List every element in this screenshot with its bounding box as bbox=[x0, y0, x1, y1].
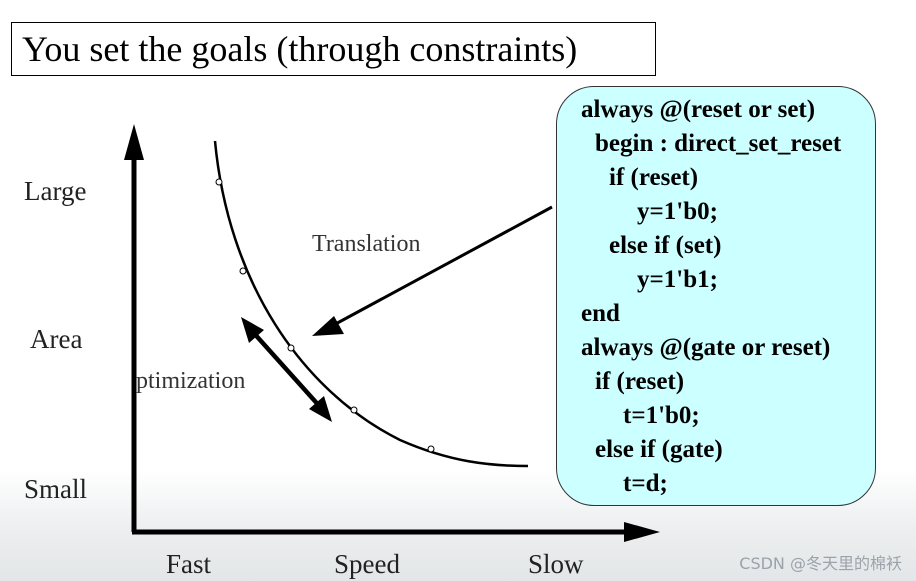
x-axis-arrowhead bbox=[624, 522, 660, 542]
code-line: always @(gate or reset) bbox=[581, 334, 831, 361]
curve-point bbox=[239, 267, 247, 275]
tradeoff-curve bbox=[213, 140, 529, 468]
code-line: begin : direct_set_reset bbox=[595, 130, 842, 157]
optimization-label: ptimization bbox=[136, 368, 245, 394]
code-line: if (reset) bbox=[595, 368, 685, 395]
y-label-large: Large bbox=[24, 176, 86, 206]
x-label-fast: Fast bbox=[166, 549, 212, 579]
curve-point bbox=[427, 445, 435, 453]
code-line: else if (set) bbox=[609, 232, 722, 259]
code-line: y=1'b0; bbox=[637, 198, 718, 225]
translation-arrowhead bbox=[312, 316, 344, 336]
optimization-arrowhead-up bbox=[241, 317, 264, 343]
y-label-small: Small bbox=[24, 474, 87, 504]
translation-label: Translation bbox=[312, 231, 420, 257]
y-label-area: Area bbox=[30, 324, 82, 354]
curve-point bbox=[350, 406, 358, 414]
y-axis-arrowhead bbox=[124, 124, 144, 160]
code-line: end bbox=[581, 300, 620, 327]
watermark-text: CSDN @冬天里的棉袄 bbox=[739, 554, 902, 573]
x-label-slow: Slow bbox=[528, 549, 584, 579]
optimization-arrowhead-down bbox=[309, 396, 332, 422]
translation-arrow bbox=[329, 205, 553, 329]
code-line: always @(reset or set) bbox=[581, 96, 816, 123]
code-line: y=1'b1; bbox=[637, 266, 718, 293]
verilog-code-box: always @(reset or set) begin : direct_se… bbox=[556, 86, 876, 506]
curve-point bbox=[287, 344, 295, 352]
curve-point bbox=[215, 178, 223, 186]
optimization-arrow bbox=[250, 329, 324, 411]
code-line: if (reset) bbox=[609, 164, 699, 191]
x-label-speed: Speed bbox=[334, 549, 400, 579]
code-line: t=1'b0; bbox=[623, 402, 700, 429]
slide-title: You set the goals (through constraints) bbox=[11, 22, 656, 76]
code-line: else if (gate) bbox=[595, 436, 723, 463]
code-line: t=d; bbox=[623, 470, 668, 497]
